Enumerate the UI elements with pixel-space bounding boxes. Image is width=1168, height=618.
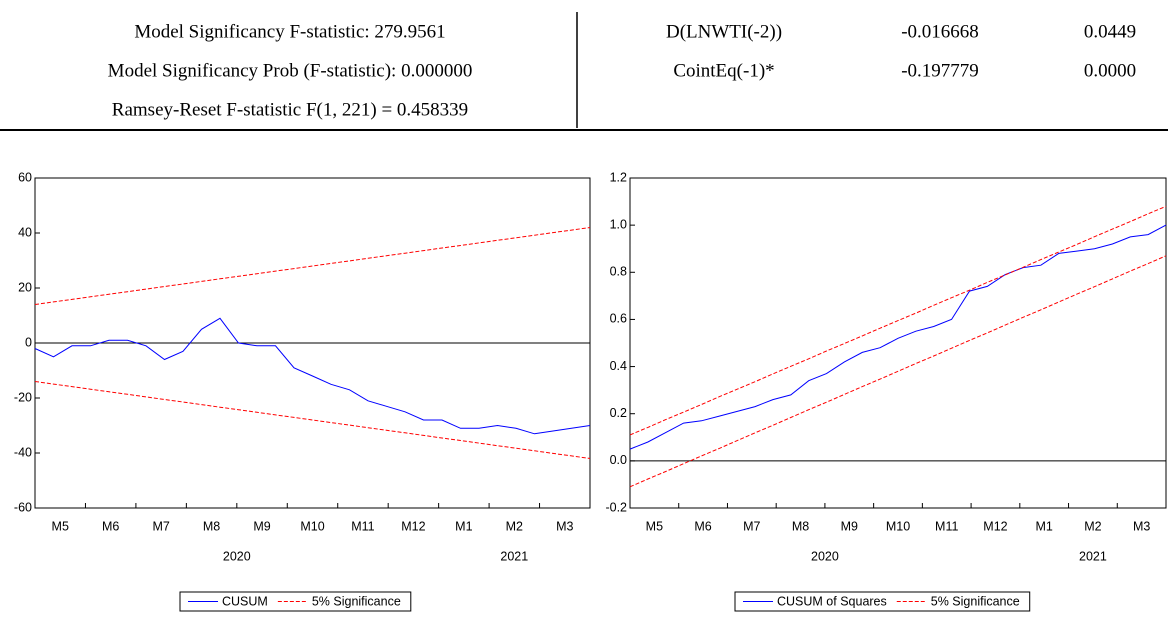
- x-tick-label: M1: [1035, 519, 1052, 533]
- table-cell: Model Significancy F-statistic: 279.9561: [134, 21, 445, 42]
- x-tick-label: M2: [1084, 519, 1101, 533]
- y-tick-label: 20: [18, 280, 32, 294]
- series-line: [34, 317, 591, 435]
- x-tick-label: M2: [506, 519, 523, 533]
- x-tick-label: M6: [102, 519, 119, 533]
- results-table: Model Significancy F-statistic: 279.9561…: [0, 12, 1168, 131]
- legend-frame: [734, 591, 1031, 612]
- plot-frame: [629, 177, 1167, 509]
- y-tick-label: 1.2: [610, 170, 627, 184]
- series-line: [629, 205, 1167, 436]
- y-tick-label: 0.4: [610, 359, 627, 373]
- x-tick-label: M11: [935, 519, 958, 533]
- series-line: [34, 227, 591, 305]
- legend-label: CUSUM: [222, 594, 268, 608]
- x-tick-label: M9: [841, 519, 858, 533]
- year-label: 2020: [811, 549, 839, 563]
- table-cell: -0.016668: [901, 21, 979, 42]
- year-label: 2021: [500, 549, 528, 563]
- table-cell: CointEq(-1)*: [673, 60, 774, 81]
- y-tick-label: -40: [14, 445, 32, 459]
- y-tick-label: 0.6: [610, 312, 627, 326]
- series-line: [34, 381, 591, 459]
- table-cell: 0.0000: [1084, 60, 1136, 81]
- x-tick-label: M7: [152, 519, 169, 533]
- y-tick-label: 40: [18, 225, 32, 239]
- table-cell: Ramsey-Reset F-statistic F(1, 221) = 0.4…: [112, 99, 468, 120]
- table-cell: -0.197779: [901, 60, 979, 81]
- year-label: 2021: [1079, 549, 1107, 563]
- table-cell: Model Significancy Prob (F-statistic): 0…: [108, 60, 473, 81]
- y-tick-label: 1.0: [610, 217, 627, 231]
- x-tick-label: M3: [556, 519, 573, 533]
- x-tick-label: M6: [694, 519, 711, 533]
- y-tick-label: -0.2: [605, 500, 627, 514]
- legend-label: CUSUM of Squares: [777, 594, 887, 608]
- legend-label: 5% Significance: [931, 594, 1020, 608]
- x-tick-label: M9: [253, 519, 270, 533]
- x-tick-label: M10: [886, 519, 910, 533]
- legend: CUSUM 5% Significance: [179, 591, 412, 612]
- y-tick-label: 0.8: [610, 265, 627, 279]
- y-tick-label: -60: [14, 500, 32, 514]
- x-tick-label: M7: [743, 519, 760, 533]
- x-tick-label: M5: [52, 519, 69, 533]
- year-label: 2020: [223, 549, 251, 563]
- x-tick-label: M10: [300, 519, 324, 533]
- x-tick-label: M8: [792, 519, 809, 533]
- x-tick-label: M11: [351, 519, 374, 533]
- x-tick-label: M8: [203, 519, 220, 533]
- x-tick-label: M3: [1133, 519, 1150, 533]
- legend-frame: [179, 591, 412, 612]
- x-tick-label: M1: [455, 519, 472, 533]
- x-tick-label: M12: [983, 519, 1007, 533]
- table-cell: 0.0449: [1084, 21, 1136, 42]
- series-line: [629, 224, 1167, 450]
- y-tick-label: 60: [18, 170, 32, 184]
- legend: CUSUM of Squares 5% Significance: [734, 591, 1031, 612]
- y-tick-label: 0: [25, 335, 32, 349]
- y-tick-label: -20: [14, 390, 32, 404]
- y-tick-label: 0.2: [610, 406, 627, 420]
- series-line: [629, 255, 1167, 488]
- table-cell: D(LNWTI(-2)): [666, 21, 782, 42]
- legend-label: 5% Significance: [312, 594, 401, 608]
- x-tick-label: M12: [401, 519, 425, 533]
- charts: -60 -40 -20 0 20 40 60 M5 M6 M7 M8 M9 M10 M11 M12 M1 M2 M…: [14, 170, 1167, 612]
- x-tick-label: M5: [646, 519, 663, 533]
- y-tick-label: 0.0: [610, 453, 627, 467]
